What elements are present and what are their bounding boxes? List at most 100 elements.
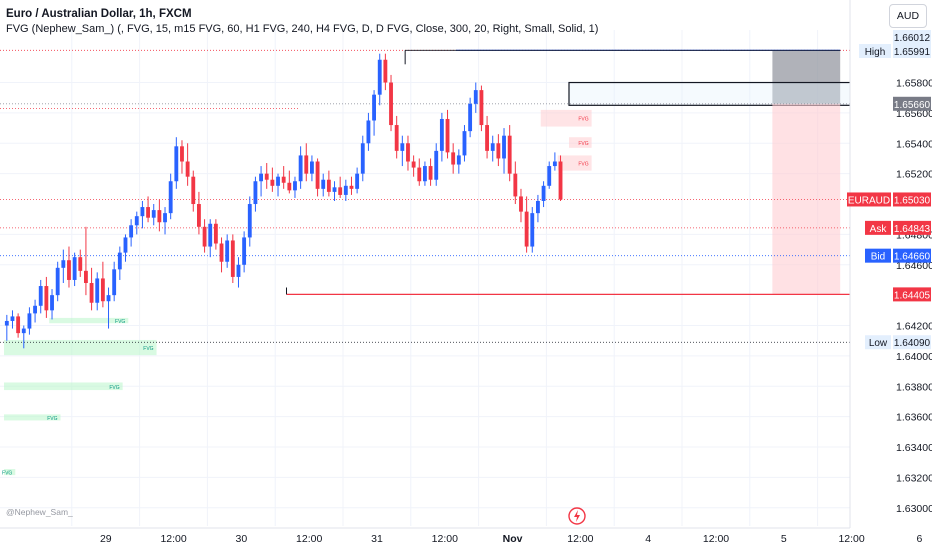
- candle-body: [236, 264, 241, 277]
- candle-body: [180, 146, 184, 162]
- target-zone-box: [772, 50, 841, 104]
- candle-body: [270, 179, 275, 186]
- candle-body: [174, 146, 179, 182]
- candle-body: [315, 161, 320, 189]
- price-badge: [893, 287, 931, 302]
- candle-body: [61, 260, 66, 268]
- candle-body: [366, 120, 371, 144]
- candle-body: [163, 213, 167, 223]
- supply-zone-box: [568, 81, 858, 106]
- fvg-zone: [4, 414, 61, 421]
- x-tick-label: 12:00: [296, 533, 322, 545]
- fvg-label: FVG: [2, 471, 12, 477]
- candle-body: [496, 143, 501, 159]
- candle-body: [140, 207, 145, 217]
- fvg-label: FVG: [578, 117, 588, 123]
- price-badge-value: 1.64090: [894, 338, 931, 349]
- candle-body: [394, 125, 399, 151]
- candle-body: [558, 161, 563, 200]
- price-badge: [893, 248, 931, 263]
- candle-body: [456, 155, 461, 165]
- y-tick-label: 1.64200: [896, 321, 932, 333]
- x-tick-label: 12:00: [567, 533, 593, 545]
- x-tick-label: 30: [236, 533, 248, 545]
- candle-body: [293, 181, 297, 191]
- price-badge-label-bg: [865, 220, 891, 235]
- time-axis: [0, 528, 932, 550]
- y-tick-label: 1.63600: [896, 412, 932, 424]
- x-tick-label: 5: [781, 533, 787, 545]
- fvg-label: FVG: [143, 346, 153, 352]
- candle-body: [304, 155, 309, 174]
- candle-body: [552, 161, 557, 167]
- candle-body: [264, 173, 269, 180]
- candle-body: [67, 260, 71, 280]
- fvg-label: FVG: [115, 319, 125, 325]
- price-badge-label: Bid: [871, 252, 885, 263]
- candle-body: [310, 161, 314, 174]
- author-watermark: @Nephew_Sam_: [6, 507, 73, 517]
- price-axis: [850, 0, 932, 550]
- candle-body: [27, 313, 32, 329]
- candle-body: [519, 196, 523, 212]
- candle-body: [423, 166, 427, 182]
- candle-body: [146, 207, 150, 218]
- candle-body: [112, 269, 117, 296]
- candle-body: [445, 118, 450, 153]
- candle-body: [541, 185, 546, 201]
- candle-body: [117, 252, 122, 270]
- candle-body: [338, 187, 343, 195]
- price-badge-value: 1.64405: [894, 290, 931, 301]
- price-badge-label-bg: [865, 335, 891, 350]
- candle-body: [242, 237, 247, 265]
- candle-body: [4, 320, 9, 326]
- candle-body: [411, 161, 416, 168]
- candle-body: [219, 243, 224, 262]
- candle-body: [129, 225, 134, 238]
- candle-body: [406, 143, 410, 162]
- candle-body: [208, 223, 213, 247]
- lightning-icon[interactable]: [567, 506, 587, 526]
- y-tick-label: 1.63200: [896, 472, 932, 484]
- candle-body: [332, 187, 337, 192]
- y-tick-label: 1.65200: [896, 169, 932, 181]
- candle-body: [78, 257, 83, 271]
- fvg-zone: [4, 382, 123, 391]
- candle-body: [21, 328, 26, 334]
- price-badge-value: 1.64843: [894, 224, 931, 235]
- candle-body: [168, 181, 173, 214]
- candle-body: [185, 161, 190, 177]
- currency-button[interactable]: AUD: [889, 4, 927, 28]
- candle-body: [513, 173, 518, 197]
- price-badge-label: High: [865, 47, 886, 58]
- candle-body: [400, 143, 405, 151]
- y-tick-label: 1.65400: [896, 138, 932, 150]
- candle-body: [434, 150, 439, 180]
- price-badge-value: 1.65991: [894, 47, 931, 58]
- indicator-legend[interactable]: FVG (Nephew_Sam_) (, FVG, 15, m15 FVG, 6…: [6, 23, 599, 35]
- fvg-label: FVG: [578, 162, 588, 168]
- candle-body: [95, 278, 100, 303]
- fvg-label: FVG: [578, 141, 588, 147]
- fvg-zone: [557, 155, 592, 171]
- price-badge: [893, 44, 931, 58]
- price-badge-label: EURAUD: [848, 195, 890, 206]
- candle-body: [326, 179, 331, 192]
- candle-body: [38, 286, 43, 306]
- x-tick-label: 12:00: [703, 533, 729, 545]
- candle-body: [44, 286, 49, 311]
- candle-body: [536, 200, 540, 214]
- candle-body: [134, 216, 139, 226]
- y-tick-label: 1.63400: [896, 442, 932, 454]
- candle-body: [298, 155, 303, 182]
- price-badge-value: 1.66012: [894, 33, 931, 44]
- candle-body: [287, 182, 292, 191]
- candle-body: [428, 166, 433, 180]
- candle-body: [343, 185, 348, 195]
- fvg-zone: [540, 109, 592, 127]
- candle-body: [225, 240, 230, 262]
- y-tick-label: 1.63800: [896, 381, 932, 393]
- price-badge-value: 1.65030: [894, 195, 931, 206]
- candle-body: [360, 143, 365, 174]
